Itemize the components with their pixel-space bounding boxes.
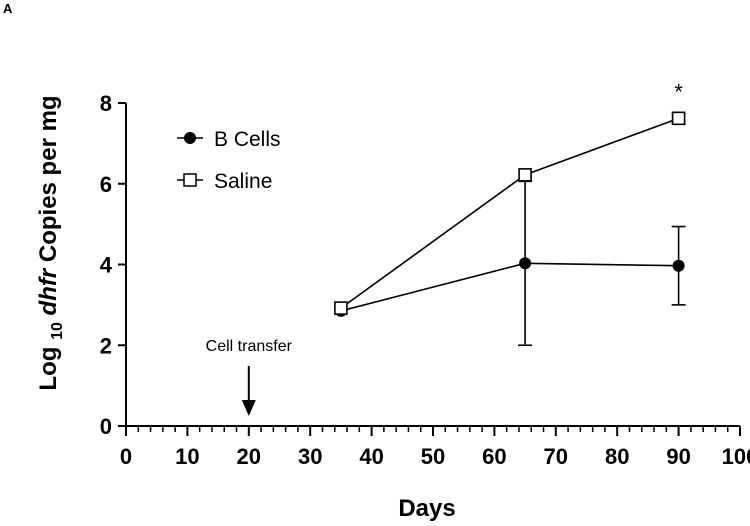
y-tick-label-6: 6 — [100, 172, 112, 197]
legend-label-b-cells: B Cells — [214, 128, 281, 151]
legend: B Cells Saline — [177, 128, 281, 193]
x-tick-label-60: 60 — [482, 444, 506, 469]
series-saline — [334, 111, 686, 315]
legend-item-saline: Saline — [177, 170, 272, 193]
series-line-saline — [340, 117, 679, 309]
y-tick-label-2: 2 — [100, 333, 112, 358]
y-tick-label-0: 0 — [100, 414, 112, 439]
legend-marker-saline — [183, 173, 197, 187]
cell-transfer-arrow-head — [241, 400, 256, 416]
point-b-cells-90 — [672, 259, 685, 272]
x-tick-label-100: 100 — [722, 444, 750, 469]
series-line-b-cells — [340, 262, 679, 312]
significance-star: * — [674, 79, 683, 104]
y-axis-title-suffix: Copies per mg — [35, 95, 62, 262]
x-tick-label-90: 90 — [666, 444, 690, 469]
y-axis-title-italic: dhfr — [35, 267, 62, 315]
x-tick-label-0: 0 — [120, 444, 132, 469]
panel-label: A — [3, 1, 13, 16]
x-tick-label-20: 20 — [237, 444, 261, 469]
x-tick-label-80: 80 — [605, 444, 629, 469]
cell-transfer-label: Cell transfer — [206, 338, 293, 355]
svg-text:Log 10 dhfr: Log 10 dhfr Copies per mg — [35, 95, 68, 390]
x-axis-title: Days — [398, 495, 455, 522]
series-layer — [334, 111, 686, 347]
y-axis-title-subscript: 10 — [49, 322, 66, 340]
x-tick-label-50: 50 — [421, 444, 445, 469]
annotations: Cell transfer * — [206, 79, 683, 416]
legend-item-b-cells: B Cells — [177, 128, 281, 151]
legend-label-saline: Saline — [214, 170, 272, 193]
x-tick-label-30: 30 — [298, 444, 322, 469]
y-axis-title-prefix: Log — [35, 347, 62, 391]
legend-marker-b-cells — [184, 132, 196, 144]
point-saline-65 — [518, 168, 532, 182]
x-tick-label-40: 40 — [359, 444, 383, 469]
y-tick-label-8: 8 — [100, 91, 112, 116]
series-b-cells — [334, 180, 686, 347]
point-b-cells-65 — [519, 257, 532, 270]
y-axis-title: Log 10 dhfr Copies per mg — [35, 95, 68, 390]
y-tick-label-4: 4 — [100, 253, 113, 278]
point-saline-90 — [671, 111, 686, 126]
point-saline-35 — [334, 301, 348, 315]
x-tick-label-70: 70 — [544, 444, 568, 469]
axes: 024680102030405060708090100 — [100, 91, 750, 469]
x-tick-label-10: 10 — [175, 444, 199, 469]
